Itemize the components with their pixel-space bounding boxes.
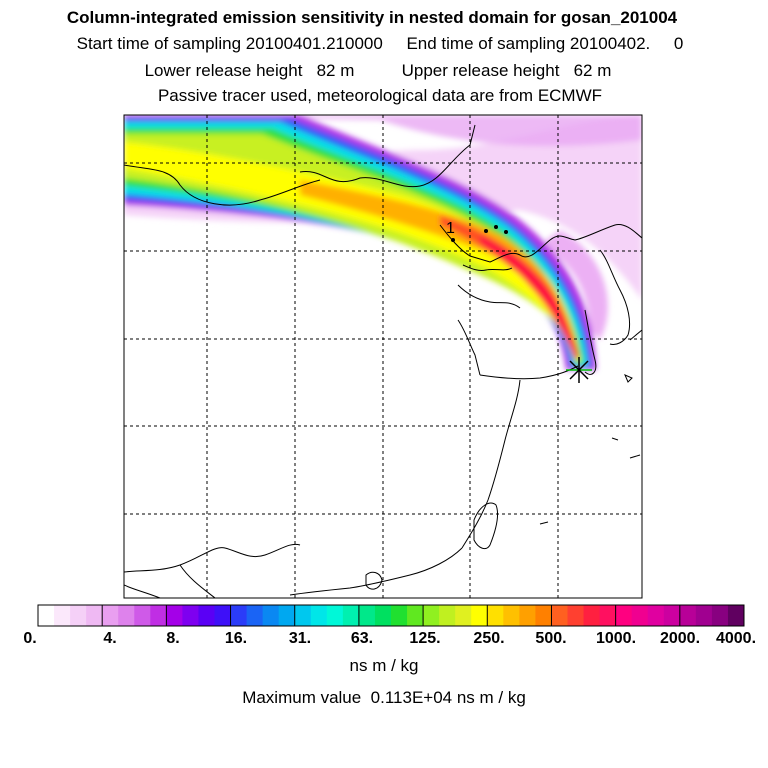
- colorbar-swatch: [182, 605, 199, 626]
- colorbar-swatch: [439, 605, 456, 626]
- colorbar-swatch: [102, 605, 119, 626]
- colorbar-swatch: [599, 605, 617, 626]
- colorbar-swatch: [711, 605, 729, 626]
- centroid-marker: [451, 238, 455, 242]
- release-height-line: Lower release height 82 m Upper release …: [144, 61, 612, 80]
- maximum-value: Maximum value 0.113E+04 ns m / kg: [242, 688, 526, 707]
- colorbar-swatch: [294, 605, 312, 626]
- colorbar-swatch: [198, 605, 215, 626]
- colorbar-tick-label: 1000.: [595, 630, 637, 647]
- colorbar-swatch: [583, 605, 601, 626]
- colorbar-swatch: [118, 605, 135, 626]
- colorbar-tick-label: 2000.: [659, 630, 701, 647]
- tracer-info-line: Passive tracer used, meteorological data…: [157, 86, 603, 105]
- centroid-marker: [494, 225, 498, 229]
- colorbar-swatch: [727, 605, 745, 626]
- colorbar-swatch: [70, 605, 87, 626]
- colorbar-swatch: [358, 605, 376, 626]
- colorbar-swatch: [134, 605, 151, 626]
- colorbar-swatch: [326, 605, 344, 626]
- colorbar-swatch: [214, 605, 232, 626]
- colorbar-swatch: [86, 605, 103, 626]
- colorbar-swatch: [38, 605, 55, 626]
- colorbar-swatch: [663, 605, 681, 626]
- colorbar-tick-label: 500.: [535, 630, 567, 647]
- colorbar-swatch: [695, 605, 713, 626]
- plot-area: 1: [124, 115, 642, 598]
- colorbar-swatch: [391, 605, 408, 626]
- colorbar-unit: ns m / kg: [349, 656, 419, 675]
- colorbar-tick-label: 8.: [166, 630, 180, 647]
- centroid-marker: [504, 230, 508, 234]
- colorbar-swatch: [407, 605, 424, 626]
- colorbar-swatch: [631, 605, 649, 626]
- colorbar-swatch: [230, 605, 248, 626]
- colorbar-tick-label: 63.: [350, 630, 374, 647]
- colorbar-swatch: [487, 605, 504, 626]
- colorbar-swatch: [567, 605, 585, 626]
- colorbar-swatch: [246, 605, 264, 626]
- colorbar-swatch: [166, 605, 183, 626]
- colorbar-swatch: [535, 605, 552, 626]
- colorbar-swatch: [278, 605, 296, 626]
- release-site-marker: [566, 357, 592, 383]
- colorbar-swatch: [519, 605, 536, 626]
- colorbar-tick-label: 125.: [409, 630, 441, 647]
- colorbar-swatch: [471, 605, 488, 626]
- colorbar: [37, 604, 745, 627]
- colorbar-tick-label: 0.: [23, 630, 37, 647]
- colorbar-swatch: [615, 605, 633, 626]
- coastlines: [124, 124, 642, 598]
- sampling-time-line: Start time of sampling 20100401.210000 E…: [76, 34, 684, 53]
- colorbar-swatch: [262, 605, 280, 626]
- colorbar-tick-label: 250.: [473, 630, 505, 647]
- colorbar-swatch: [374, 605, 392, 626]
- colorbar-swatch: [54, 605, 71, 626]
- colorbar-swatch: [423, 605, 440, 626]
- colorbar-tick-label: 16.: [224, 630, 248, 647]
- colorbar-swatch: [647, 605, 665, 626]
- colorbar-swatch: [551, 605, 568, 626]
- colorbar-tick-label: 4.: [103, 630, 117, 647]
- grid-lines: [124, 115, 642, 598]
- colorbar-tick-label: 4000.: [715, 630, 757, 647]
- colorbar-swatch: [150, 605, 167, 626]
- colorbar-swatch: [342, 605, 360, 626]
- centroid-marker: [484, 229, 488, 233]
- colorbar-swatch: [455, 605, 472, 626]
- chart-title: Column-integrated emission sensitivity i…: [66, 8, 678, 27]
- colorbar-frame: [37, 604, 745, 627]
- map-frame: [123, 114, 643, 599]
- colorbar-swatch: [679, 605, 697, 626]
- colorbar-tick-label: 31.: [288, 630, 312, 647]
- colorbar-swatch: [310, 605, 328, 626]
- map-label: 1: [446, 220, 455, 237]
- colorbar-swatch: [503, 605, 520, 626]
